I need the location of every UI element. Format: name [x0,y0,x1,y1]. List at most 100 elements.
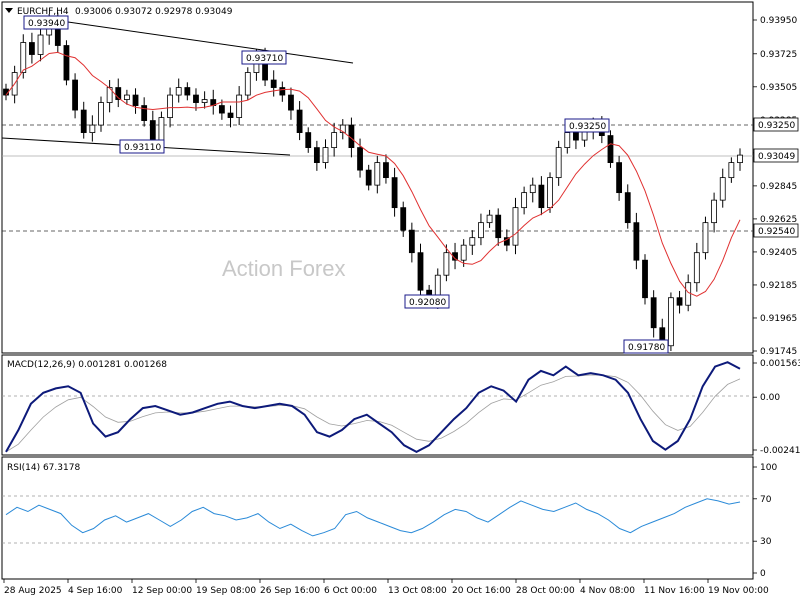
candle [469,230,476,255]
candle [132,88,139,114]
candle [227,105,234,128]
watermark-text: Action Forex [222,256,346,281]
candle [115,78,122,108]
macd-label: MACD(12,26,9) 0.001281 0.001268 [7,360,167,370]
candle [374,155,381,194]
candle [313,140,320,171]
candle [417,243,424,298]
candle [676,290,683,314]
annotation-high-3: 0.93250 [564,118,610,133]
annotation-low-3-text: 0.91780 [628,343,665,353]
candle [555,140,562,186]
level-label-resistance-text: 0.93250 [758,121,795,131]
time-tick-label: 19 Nov 00:00 [708,586,769,596]
candle [270,70,277,97]
candle [460,239,467,267]
time-tick-label: 19 Sep 08:00 [196,586,256,596]
candle [616,155,623,201]
candle [29,32,35,64]
annotation-low-1: 0.93110 [119,139,165,154]
macd-tick-label: 0.00 [760,393,780,403]
candle [201,91,208,109]
price-tick-label: 0.92625 [760,215,797,225]
rsi-tick-label: 100 [760,463,777,473]
candle [711,192,717,233]
price-axis[interactable]: 0.939500.937250.935050.932850.930650.928… [753,16,797,357]
candle [486,209,493,228]
candle [529,177,536,203]
candle [624,184,631,229]
candle [244,67,251,101]
time-axis[interactable]: 28 Aug 2025 4 Sep 16:00 12 Sep 00:00 19 Sep… [3,579,769,596]
current-price-label-text: 0.93049 [758,152,795,162]
symbol-label: EURCHF,H4 [17,7,69,17]
candle [547,172,553,213]
annotation-high-1-text: 0.93940 [28,19,65,29]
time-tick-label: 6 Oct 00:00 [324,586,377,596]
annotation-low-3: 0.91780 [623,339,669,354]
moving-average-line [5,51,741,297]
candle [193,88,199,111]
macd-main-line [5,361,741,454]
time-tick-label: 28 Aug 2025 [4,586,62,596]
annotation-high-3-text: 0.93250 [569,122,606,132]
candle [607,130,614,168]
candle [383,154,389,184]
time-tick-label: 4 Nov 08:00 [580,586,635,596]
time-tick-label: 13 Oct 08:00 [388,586,447,596]
candle [63,40,70,86]
candle [512,197,519,255]
candle [633,212,640,270]
candle [123,89,130,105]
candle [322,139,329,169]
macd-axis: 0.001563 0.00 -0.002413 [753,359,800,456]
time-tick-label: 20 Oct 16:00 [452,586,511,596]
candle [391,167,398,217]
candle [521,186,528,215]
macd-tick-label: 0.001563 [760,359,800,369]
price-tick-label: 0.91965 [760,314,797,324]
price-tick-label: 0.91745 [760,347,797,357]
chart-menu-triangle-icon[interactable] [5,8,13,13]
annotation-high-2-text: 0.93710 [246,54,283,64]
price-tick-label: 0.93725 [760,50,797,60]
candle [72,73,78,119]
ohlc-values: 0.93006 0.93072 0.92978 0.93049 [75,7,233,17]
price-tick-label: 0.92405 [760,248,797,258]
candle [89,115,96,142]
time-tick-label: 4 Sep 16:00 [68,586,123,596]
time-tick-label: 12 Sep 00:00 [132,586,192,596]
candle [288,87,294,120]
price-tick-label: 0.92185 [760,281,797,291]
rsi-tick-label: 70 [760,495,772,505]
annotation-low-1-text: 0.93110 [124,143,161,153]
candle [296,101,303,141]
candle [37,29,44,62]
rsi-line [5,498,741,537]
candle [305,127,312,153]
annotation-high-1: 0.93940 [23,15,69,30]
candle [80,101,87,139]
time-tick-label: 11 Nov 16:00 [644,586,705,596]
annotation-low-2: 0.92080 [404,294,450,309]
candle [279,81,286,102]
candle [408,222,415,263]
rsi-pane[interactable] [1,456,754,580]
candle [141,97,148,127]
candle [693,242,700,292]
candle [668,292,674,351]
macd-pane[interactable] [1,354,754,456]
macd-tick-label: -0.002413 [760,446,800,456]
candle [650,290,657,338]
candle [331,122,338,157]
price-tick-label: 0.93505 [760,83,797,93]
candle [236,86,243,126]
rsi-tick-label: 30 [760,537,772,547]
level-label-resistance: 0.93250 [753,117,799,132]
candle [365,164,372,191]
rsi-label: RSI(14) 67.3178 [7,463,80,473]
candle [538,176,545,216]
price-tick-label: 0.92845 [760,182,797,192]
time-tick-label: 26 Sep 16:00 [260,586,320,596]
